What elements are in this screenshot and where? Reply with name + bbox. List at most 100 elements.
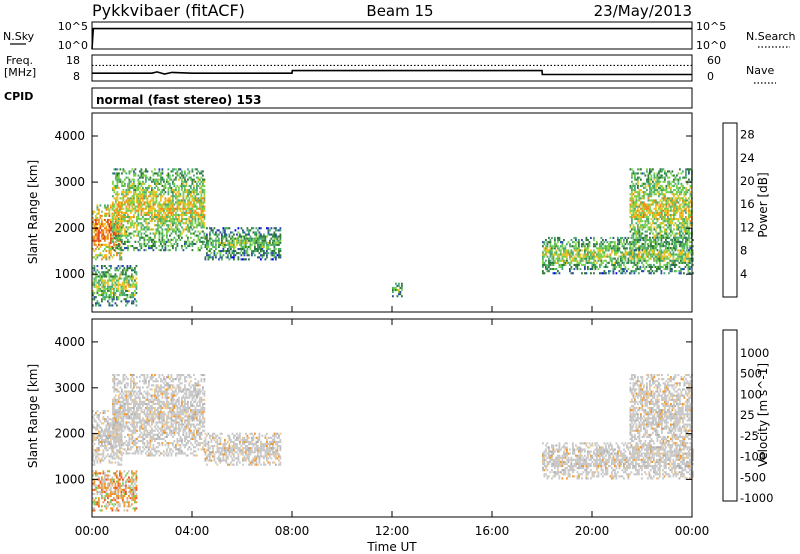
heatmap-cell (623, 263, 625, 266)
heatmap-cell (166, 236, 168, 239)
heatmap-cell (179, 222, 182, 225)
heatmap-cell (643, 203, 645, 206)
heatmap-cell (127, 249, 129, 252)
heatmap-cell (222, 235, 225, 238)
heatmap-cell (178, 186, 180, 189)
heatmap-cell (279, 229, 282, 232)
heatmap-cell (231, 256, 234, 259)
heatmap-cell (564, 253, 567, 256)
heatmap-cell (121, 184, 123, 187)
heatmap-cell (594, 259, 597, 262)
heatmap-cell (122, 195, 125, 198)
heatmap-cell (655, 207, 657, 210)
heatmap-cell (178, 207, 180, 210)
heatmap-cell (99, 434, 102, 437)
heatmap-cell (564, 251, 567, 254)
heatmap-cell (221, 239, 223, 242)
heatmap-cell (233, 256, 235, 259)
heatmap-cell (111, 478, 114, 481)
heatmap-cell (184, 245, 186, 248)
heatmap-cell (653, 226, 656, 229)
heatmap-cell (564, 263, 567, 266)
heatmap-cell (128, 186, 131, 189)
heatmap-cell (194, 230, 197, 233)
heatmap-cell (194, 195, 197, 198)
heatmap-cell (113, 432, 115, 435)
heatmap-cell (181, 247, 183, 250)
heatmap-cell (116, 252, 118, 255)
heatmap-cell (656, 218, 659, 221)
heatmap-cell (93, 250, 96, 253)
heatmap-cell (590, 236, 592, 239)
heatmap-cell (645, 261, 648, 264)
heatmap-cell (276, 239, 279, 242)
heatmap-cell (575, 259, 577, 262)
heatmap-cell (650, 247, 653, 250)
heatmap-cell (678, 253, 681, 256)
heatmap-cell (542, 257, 544, 260)
heatmap-cell (668, 232, 671, 235)
heatmap-cell (642, 270, 645, 273)
heatmap-cell (660, 259, 663, 262)
heatmap-cell (227, 227, 229, 230)
heatmap-cell (129, 275, 132, 278)
heatmap-cell (591, 263, 594, 266)
heatmap-cell (202, 220, 204, 223)
heatmap-cell (115, 186, 117, 189)
heatmap-cell (98, 304, 100, 307)
heatmap-cell (96, 449, 99, 452)
heatmap-cell (599, 243, 601, 246)
heatmap-cell (118, 238, 120, 241)
heatmap-cell (142, 203, 144, 206)
heatmap-cell (563, 253, 565, 256)
heatmap-cell (93, 279, 96, 282)
heatmap-cell (603, 259, 606, 262)
heatmap-cell (555, 249, 558, 252)
heatmap-cell (635, 238, 638, 241)
heatmap-cell (251, 250, 253, 253)
heatmap-cell (673, 218, 675, 221)
heatmap-cell (668, 228, 671, 231)
heatmap-cell (191, 222, 194, 225)
heatmap-cell (119, 292, 121, 295)
heatmap-cell (164, 184, 167, 187)
heatmap-cell (215, 256, 217, 259)
heatmap-cell (160, 211, 162, 214)
heatmap-cell (122, 220, 125, 223)
heatmap-cell (600, 241, 603, 244)
heatmap-cell (587, 243, 589, 246)
heatmap-cell (92, 482, 94, 485)
heatmap-cell (629, 216, 632, 219)
heatmap-cell (575, 253, 577, 256)
heatmap-cell (659, 184, 662, 187)
heatmap-cell (204, 243, 207, 246)
heatmap-cell (658, 193, 660, 196)
heatmap-cell (181, 232, 183, 235)
heatmap-cell (111, 292, 114, 295)
heatmap-cell (542, 259, 544, 262)
heatmap-cell (142, 224, 144, 227)
heatmap-cell (116, 178, 119, 181)
heatmap-cell (203, 222, 206, 225)
heatmap-cell (101, 457, 103, 460)
heatmap-cell (596, 241, 598, 244)
heatmap-cell (621, 259, 624, 262)
heatmap-cell (578, 251, 580, 254)
heatmap-cell (116, 283, 118, 286)
heatmap-cell (187, 245, 189, 248)
heatmap-cell (255, 231, 258, 234)
heatmap-cell (111, 426, 114, 429)
heatmap-cell (676, 186, 678, 189)
heatmap-cell (669, 265, 672, 268)
heatmap-cell (680, 249, 682, 252)
heatmap-cell (173, 203, 176, 206)
heatmap-cell (653, 253, 655, 256)
heatmap-cell (121, 226, 123, 229)
heatmap-cell (124, 218, 126, 221)
heatmap-cell (112, 238, 114, 241)
heatmap-cell (661, 174, 663, 177)
heatmap-cell (128, 184, 131, 187)
heatmap-cell (624, 249, 627, 252)
heatmap-cell (689, 205, 692, 208)
heatmap-cell (659, 253, 661, 256)
